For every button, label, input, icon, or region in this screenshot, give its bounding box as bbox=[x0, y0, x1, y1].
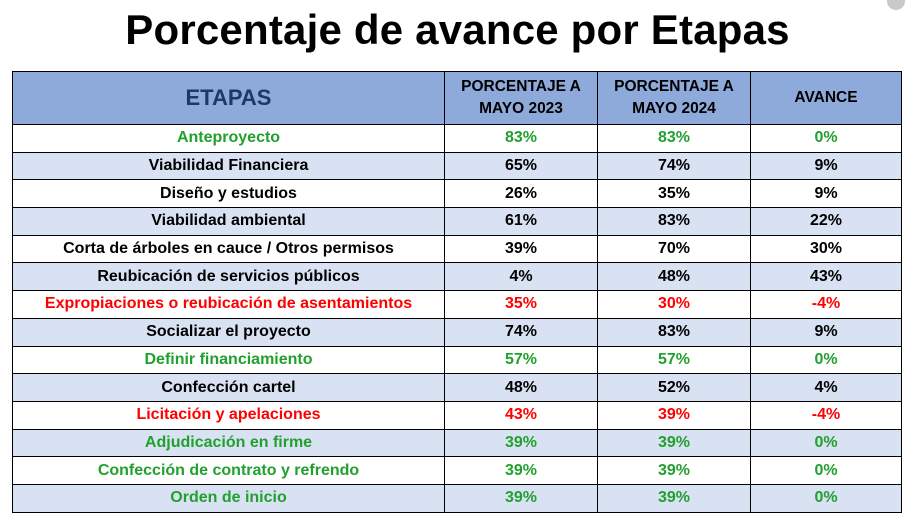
stages-table: ETAPAS PORCENTAJE A MAYO 2023 PORCENTAJE… bbox=[12, 71, 902, 513]
table-row: Orden de inicio 39% 39% 0% bbox=[12, 483, 902, 513]
may-2023-cell: 43% bbox=[444, 400, 598, 430]
may-2023-cell: 39% bbox=[444, 483, 598, 513]
stage-cell: Diseño y estudios bbox=[12, 179, 445, 209]
header-may-2024-line1: PORCENTAJE A bbox=[614, 78, 734, 95]
may-2023-cell: 65% bbox=[444, 151, 598, 181]
table-row: Licitación y apelaciones 43% 39% -4% bbox=[12, 400, 902, 430]
stage-cell: Confección de contrato y refrendo bbox=[12, 456, 445, 485]
may-2023-cell: 4% bbox=[444, 262, 598, 292]
table-row: Reubicación de servicios públicos 4% 48% 43… bbox=[12, 262, 902, 292]
may-2023-cell: 39% bbox=[444, 456, 598, 485]
progress-cell: 0% bbox=[750, 345, 902, 375]
header-may-2023-line1: PORCENTAJE A bbox=[461, 78, 581, 95]
progress-cell: 30% bbox=[750, 234, 902, 264]
progress-cell: 0% bbox=[750, 483, 902, 513]
header-stage: ETAPAS bbox=[12, 71, 445, 125]
stage-cell: Licitación y apelaciones bbox=[12, 400, 445, 430]
progress-cell: 9% bbox=[750, 151, 902, 181]
may-2024-cell: 57% bbox=[597, 345, 751, 375]
table-row: Socializar el proyecto 74% 83% 9% bbox=[12, 317, 902, 347]
stage-cell: Viabilidad ambiental bbox=[12, 207, 445, 236]
stage-cell: Confección cartel bbox=[12, 373, 445, 402]
may-2024-cell: 52% bbox=[597, 373, 751, 402]
may-2023-cell: 83% bbox=[444, 124, 598, 153]
progress-cell: 9% bbox=[750, 179, 902, 209]
may-2023-cell: 26% bbox=[444, 179, 598, 209]
may-2024-cell: 35% bbox=[597, 179, 751, 209]
header-may-2024: PORCENTAJE A MAYO 2024 bbox=[597, 71, 751, 125]
may-2023-cell: 35% bbox=[444, 290, 598, 319]
may-2024-cell: 83% bbox=[597, 317, 751, 347]
may-2024-cell: 83% bbox=[597, 124, 751, 153]
may-2023-cell: 39% bbox=[444, 428, 598, 458]
may-2023-cell: 74% bbox=[444, 317, 598, 347]
stage-cell: Anteproyecto bbox=[12, 124, 445, 153]
progress-cell: 43% bbox=[750, 262, 902, 292]
header-progress: AVANCE bbox=[750, 71, 902, 125]
stage-cell: Corta de árboles en cauce / Otros permis… bbox=[12, 234, 445, 264]
stage-cell: Viabilidad Financiera bbox=[12, 151, 445, 181]
table-row: Diseño y estudios 26% 35% 9% bbox=[12, 179, 902, 209]
progress-cell: -4% bbox=[750, 290, 902, 319]
stage-cell: Definir financiamiento bbox=[12, 345, 445, 375]
stage-cell: Expropiaciones o reubicación de asentami… bbox=[12, 290, 445, 319]
may-2024-cell: 30% bbox=[597, 290, 751, 319]
table-row: Adjudicación en firme 39% 39% 0% bbox=[12, 428, 902, 458]
may-2024-cell: 74% bbox=[597, 151, 751, 181]
may-2024-cell: 39% bbox=[597, 428, 751, 458]
stage-cell: Socializar el proyecto bbox=[12, 317, 445, 347]
table-row: Confección cartel 48% 52% 4% bbox=[12, 373, 902, 402]
progress-cell: 22% bbox=[750, 207, 902, 236]
table-row: Expropiaciones o reubicación de asentami… bbox=[12, 290, 902, 319]
progress-cell: 0% bbox=[750, 124, 902, 153]
may-2024-cell: 70% bbox=[597, 234, 751, 264]
may-2024-cell: 39% bbox=[597, 400, 751, 430]
may-2024-cell: 48% bbox=[597, 262, 751, 292]
may-2023-cell: 39% bbox=[444, 234, 598, 264]
table-row: Viabilidad ambiental 61% 83% 22% bbox=[12, 207, 902, 236]
progress-cell: 9% bbox=[750, 317, 902, 347]
stage-cell: Reubicación de servicios públicos bbox=[12, 262, 445, 292]
page-title: Porcentaje de avance por Etapas bbox=[125, 6, 790, 53]
table-row: Definir financiamiento 57% 57% 0% bbox=[12, 345, 902, 375]
may-2024-cell: 83% bbox=[597, 207, 751, 236]
header-may-2024-line2: MAYO 2024 bbox=[632, 100, 716, 117]
header-may-2023-line2: MAYO 2023 bbox=[479, 100, 563, 117]
table-row: Confección de contrato y refrendo 39% 39% 0… bbox=[12, 456, 902, 485]
stage-cell: Orden de inicio bbox=[12, 483, 445, 513]
may-2023-cell: 61% bbox=[444, 207, 598, 236]
progress-cell: 0% bbox=[750, 456, 902, 485]
may-2023-cell: 57% bbox=[444, 345, 598, 375]
may-2023-cell: 48% bbox=[444, 373, 598, 402]
table-header-row: ETAPAS PORCENTAJE A MAYO 2023 PORCENTAJE… bbox=[12, 71, 902, 125]
may-2024-cell: 39% bbox=[597, 483, 751, 513]
may-2024-cell: 39% bbox=[597, 456, 751, 485]
header-may-2023: PORCENTAJE A MAYO 2023 bbox=[444, 71, 598, 125]
progress-cell: -4% bbox=[750, 400, 902, 430]
table-row: Anteproyecto 83% 83% 0% bbox=[12, 124, 902, 153]
corner-decoration bbox=[887, 0, 905, 10]
progress-cell: 4% bbox=[750, 373, 902, 402]
table-row: Corta de árboles en cauce / Otros permis… bbox=[12, 234, 902, 264]
table-row: Viabilidad Financiera 65% 74% 9% bbox=[12, 151, 902, 181]
progress-cell: 0% bbox=[750, 428, 902, 458]
stage-cell: Adjudicación en firme bbox=[12, 428, 445, 458]
